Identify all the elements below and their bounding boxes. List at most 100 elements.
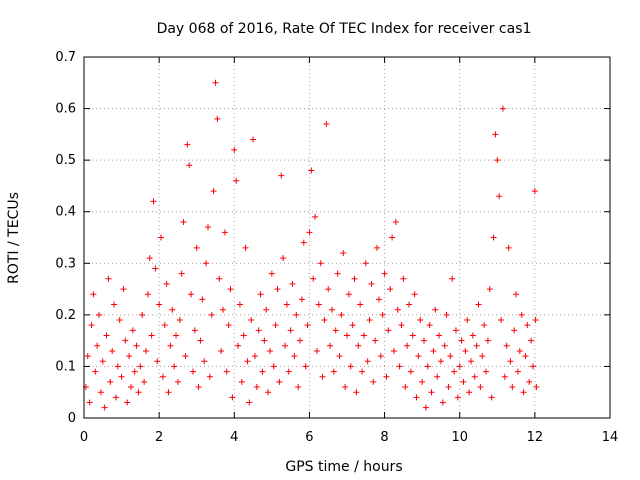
data-point [272,322,279,329]
data-point [313,347,320,354]
data-point [266,347,273,354]
data-point [240,332,247,339]
data-point [210,188,217,195]
data-point [246,399,253,406]
data-point [349,322,356,329]
data-point [285,368,292,375]
data-point [105,275,112,282]
data-point [462,347,469,354]
data-point [195,384,202,391]
x-tick-label: 14 [602,430,619,445]
data-point [415,353,422,360]
data-point [357,301,364,308]
data-point [479,353,486,360]
data-point [158,234,165,241]
data-point [481,322,488,329]
data-point [126,353,133,360]
data-point [353,389,360,396]
y-tick-label: 0.4 [55,205,76,220]
data-point [109,347,116,354]
data-point [492,131,499,138]
data-point [173,332,180,339]
data-point [156,301,163,308]
data-point [92,368,99,375]
data-point [180,219,187,226]
data-point [233,177,240,184]
data-point [516,347,523,354]
y-tick-label: 0.7 [55,50,76,65]
data-point [323,121,330,128]
data-point [300,239,307,246]
data-point [400,275,407,282]
data-point [392,219,399,226]
data-point [189,368,196,375]
data-point [436,332,443,339]
data-point [146,255,153,262]
data-point [334,270,341,277]
data-point [103,332,110,339]
data-point [501,373,508,380]
data-point [208,311,215,318]
data-point [505,244,512,251]
data-point [242,244,249,251]
data-point [488,394,495,401]
data-point [394,306,401,313]
data-point [216,275,223,282]
data-point [360,332,367,339]
data-point [484,337,491,344]
data-point [152,265,159,272]
data-point [338,311,345,318]
data-point [407,368,414,375]
data-point [483,368,490,375]
data-point [362,260,369,267]
data-point [276,378,283,385]
data-point [364,358,371,365]
data-point [345,291,352,298]
data-point [533,384,540,391]
data-point [118,373,125,380]
data-point [154,358,161,365]
data-point [419,378,426,385]
data-point [283,301,290,308]
data-points [82,79,540,411]
data-point [396,363,403,370]
data-point [347,363,354,370]
data-point [159,373,166,380]
data-point [199,296,206,303]
data-point [124,399,131,406]
data-point [421,337,428,344]
data-point [99,358,106,365]
data-point [212,79,219,86]
x-tick-label: 8 [380,430,388,445]
data-point [122,337,129,344]
data-point [94,342,101,349]
data-point [248,317,255,324]
y-tick-label: 0.6 [55,102,76,117]
data-point [532,317,539,324]
x-axis-label: GPS time / hours [285,459,402,475]
data-point [227,286,234,293]
data-point [206,373,213,380]
x-tick-label: 0 [80,430,88,445]
data-point [282,342,289,349]
data-point [304,322,311,329]
data-point [522,353,529,360]
data-point [112,394,119,401]
data-point [310,275,317,282]
data-point [424,363,431,370]
data-point [176,317,183,324]
data-point [531,188,538,195]
data-point [390,347,397,354]
data-point [379,311,386,318]
data-point [223,368,230,375]
data-point [188,291,195,298]
data-point [221,229,228,236]
data-point [475,301,482,308]
data-point [328,306,335,313]
data-point [289,280,296,287]
data-point [499,105,506,112]
data-point [359,368,366,375]
data-point [315,301,322,308]
data-point [471,373,478,380]
